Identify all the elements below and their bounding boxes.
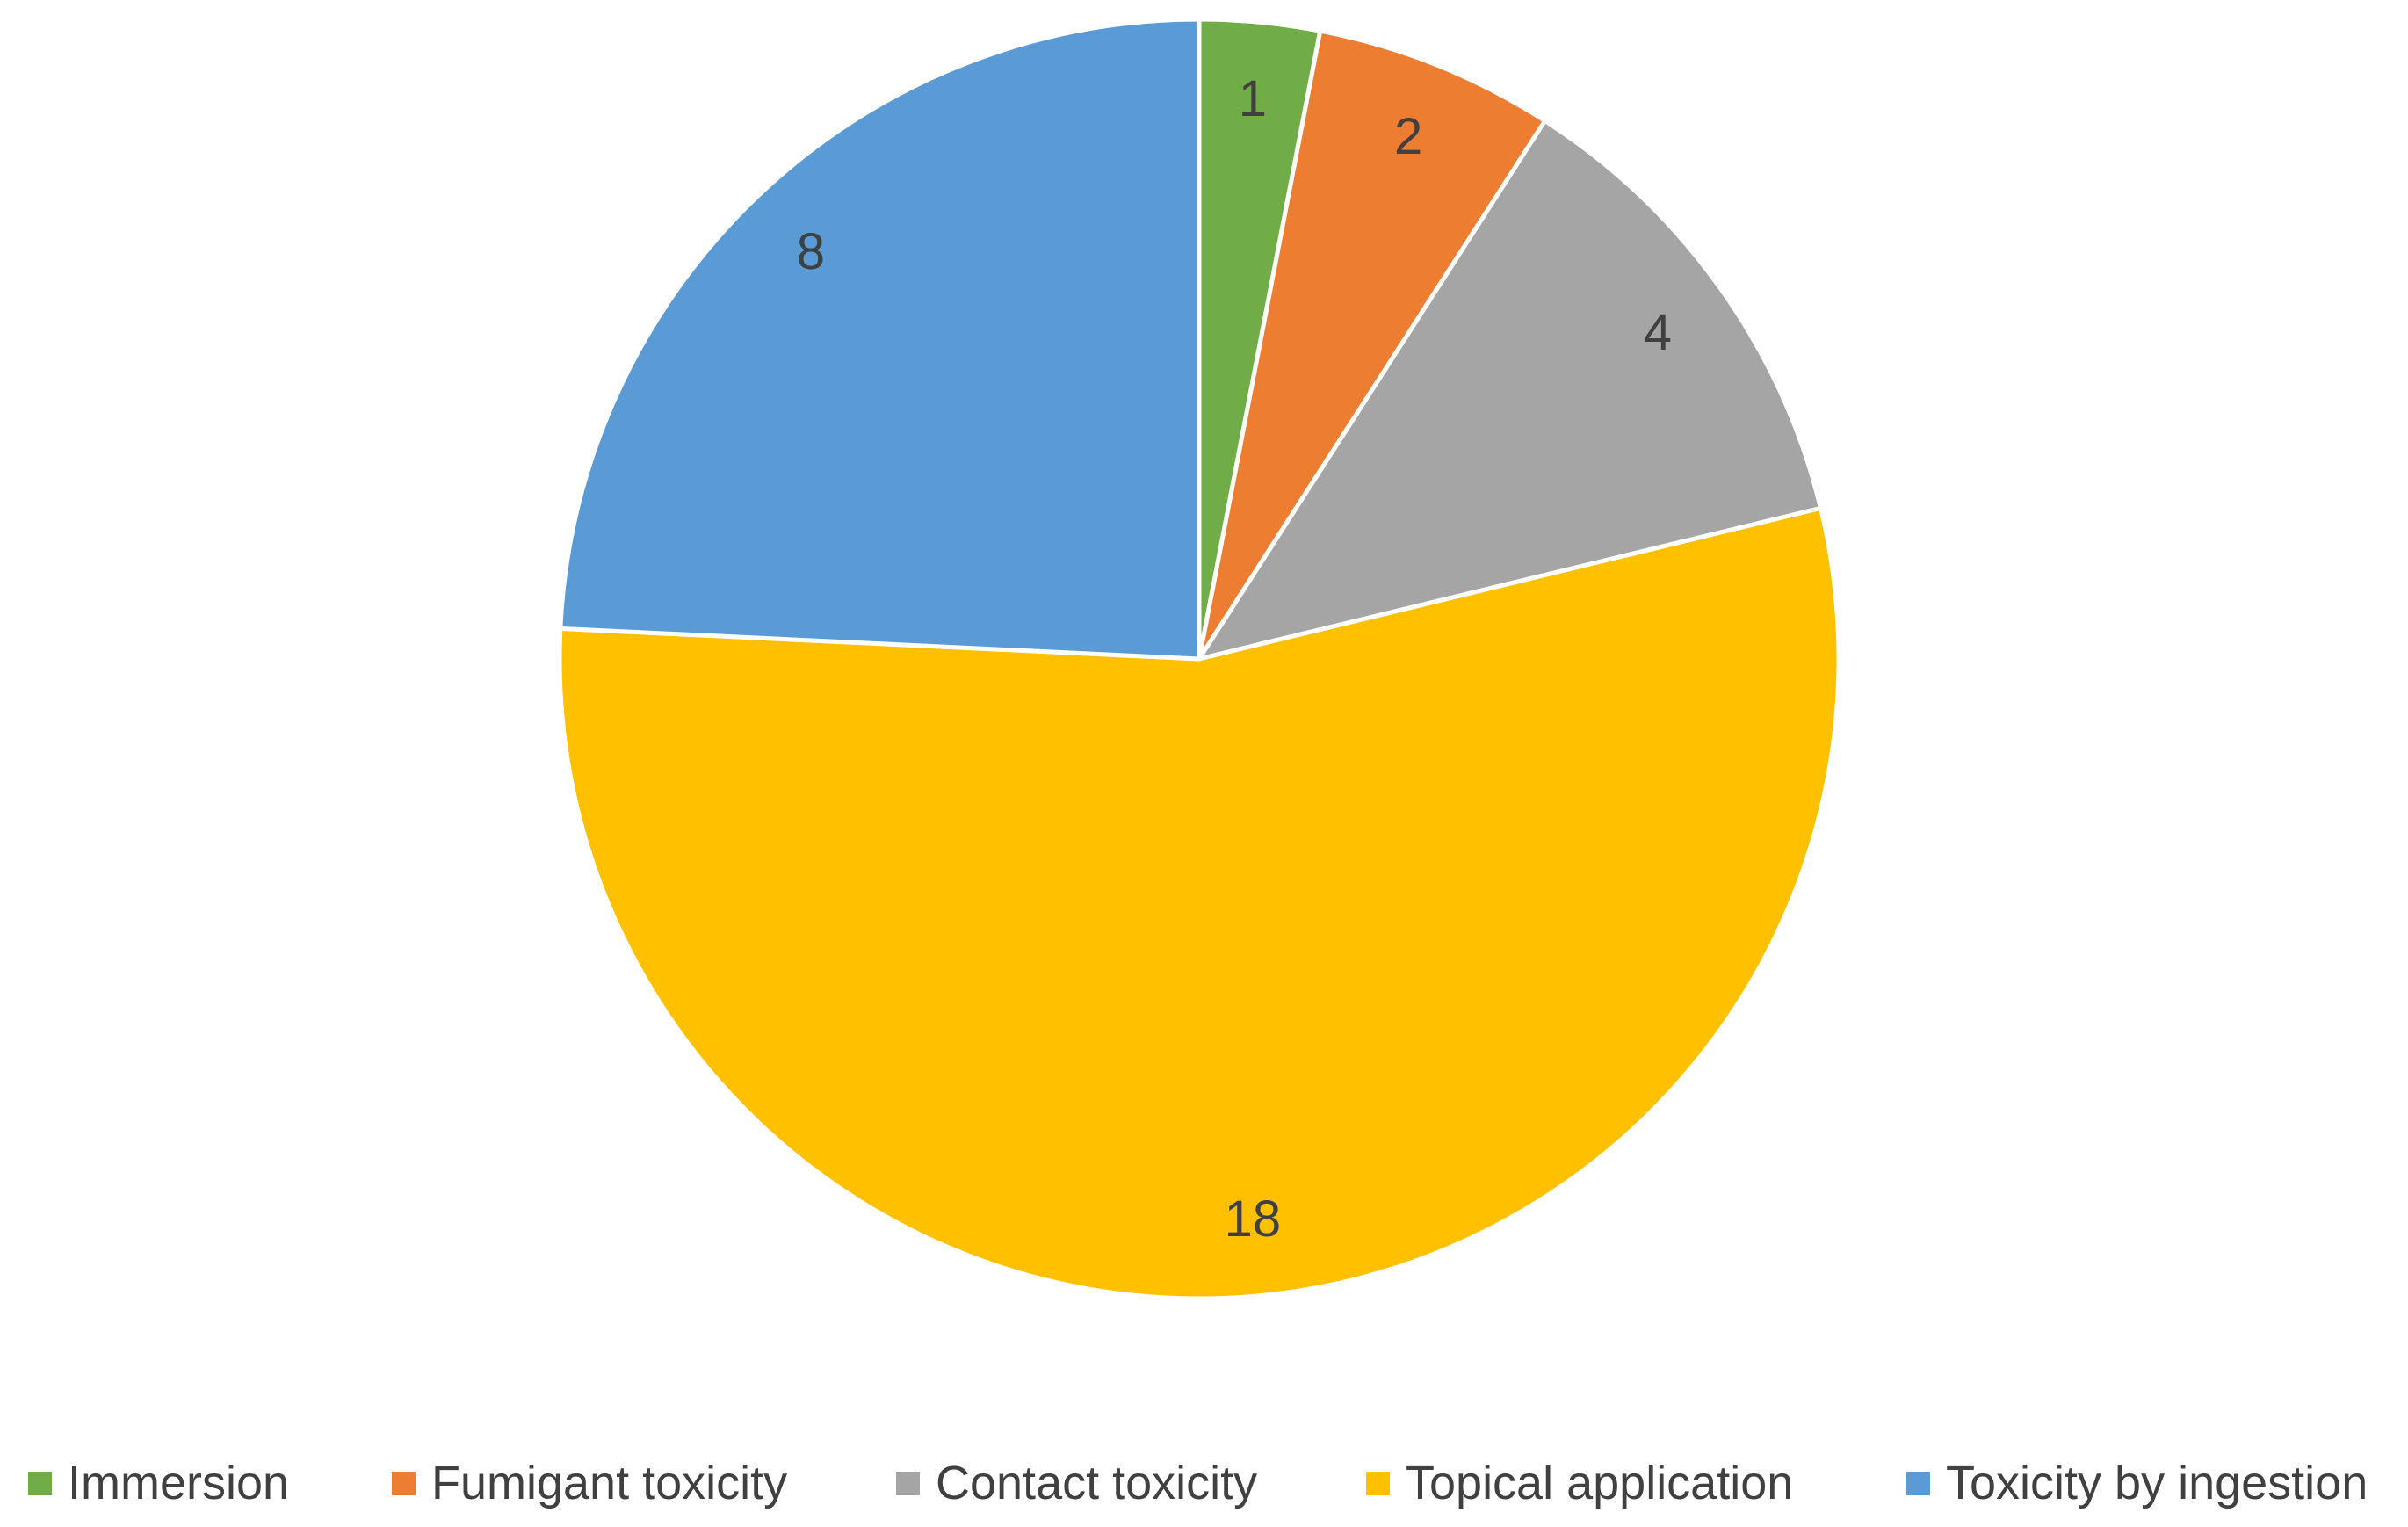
legend-swatch-fumigant-toxicity <box>392 1471 416 1495</box>
legend-swatch-topical-application <box>1366 1471 1390 1495</box>
pie-slice-contact-toxicity <box>1197 119 1823 662</box>
pie-slice-topical-application <box>557 505 1841 1301</box>
pie-slice-fumigant-toxicity <box>1197 28 1548 662</box>
legend-label-topical-application: Topical application <box>1406 1457 1794 1509</box>
data-label-immersion: 1 <box>1239 70 1267 127</box>
data-label-toxicity-by-ingestion: 8 <box>797 223 825 280</box>
legend-label-immersion: Immersion <box>68 1457 290 1509</box>
legend-label-toxicity-by-ingestion: Toxicity by ingestion <box>1946 1457 2368 1509</box>
legend-swatch-contact-toxicity <box>896 1471 920 1495</box>
legend-swatch-immersion <box>28 1471 52 1495</box>
legend-label-contact-toxicity: Contact toxicity <box>936 1457 1258 1509</box>
data-label-fumigant-toxicity: 2 <box>1394 108 1422 165</box>
legend-swatch-toxicity-by-ingestion <box>1906 1471 1930 1495</box>
data-label-topical-application: 18 <box>1225 1190 1282 1248</box>
pie-slice-toxicity-by-ingestion <box>558 17 1202 662</box>
legend-item-immersion: Immersion <box>28 1448 289 1518</box>
legend-item-topical-application: Topical application <box>1366 1448 1793 1518</box>
legend-item-toxicity-by-ingestion: Toxicity by ingestion <box>1906 1448 2368 1518</box>
legend-item-contact-toxicity: Contact toxicity <box>896 1448 1257 1518</box>
chart-legend: Immersion Fumigant toxicity Contact toxi… <box>0 1448 2408 1518</box>
legend-item-fumigant-toxicity: Fumigant toxicity <box>392 1448 787 1518</box>
data-label-contact-toxicity: 4 <box>1644 304 1672 361</box>
legend-label-fumigant-toxicity: Fumigant toxicity <box>431 1457 788 1509</box>
